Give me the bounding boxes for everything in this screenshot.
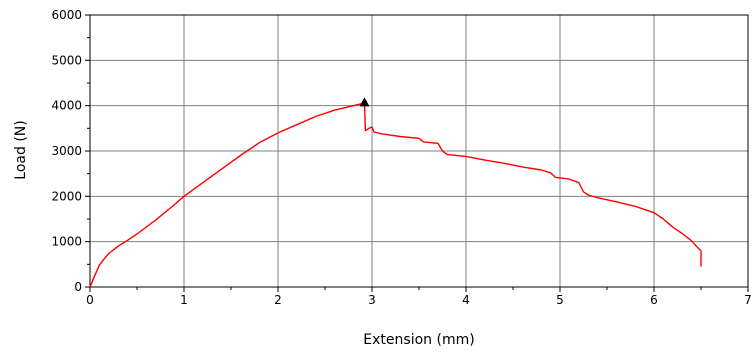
x-tick-label: 2 xyxy=(274,293,282,307)
x-tick-label: 0 xyxy=(86,293,94,307)
y-tick-label: 5000 xyxy=(51,53,82,67)
x-tick-label: 3 xyxy=(368,293,376,307)
y-tick-label: 2000 xyxy=(51,189,82,203)
x-axis-title: Extension (mm) xyxy=(363,332,474,348)
x-tick-label: 6 xyxy=(650,293,658,307)
tick-labels: 0 1 2 3 4 5 6 7 0 1000 2000 3000 4000 5000 6000 xyxy=(51,8,751,307)
x-tick-label: 1 xyxy=(180,293,188,307)
marker-layer xyxy=(359,97,370,107)
load-series-line xyxy=(89,102,702,288)
x-tick-label: 4 xyxy=(462,293,470,307)
grid xyxy=(90,15,748,287)
axes xyxy=(85,14,749,292)
x-tick-label: 5 xyxy=(556,293,564,307)
peak-marker xyxy=(359,97,370,107)
y-tick-label: 0 xyxy=(74,280,82,294)
y-tick-label: 3000 xyxy=(51,144,82,158)
y-tick-label: 4000 xyxy=(51,99,82,113)
series-layer xyxy=(89,102,702,288)
y-axis-title: Load (N) xyxy=(13,120,29,179)
x-tick-label: 7 xyxy=(744,293,752,307)
y-tick-label: 6000 xyxy=(51,8,82,22)
y-tick-label: 1000 xyxy=(51,235,82,249)
